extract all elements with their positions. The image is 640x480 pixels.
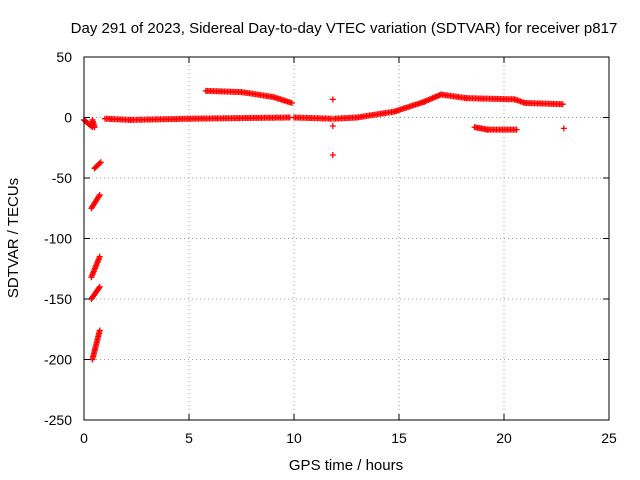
- y-tick-labels: 50 0 -50 -100 -150 -200 -250: [44, 49, 72, 428]
- y-tick-label: 50: [56, 49, 72, 65]
- data-point: [559, 101, 566, 108]
- data-point: [96, 253, 103, 260]
- y-tick-label: 0: [64, 110, 72, 126]
- grid-lines: [84, 57, 609, 420]
- data-point: [95, 285, 102, 292]
- y-tick-label: -100: [44, 231, 72, 247]
- data-point: [96, 160, 103, 167]
- y-tick-label: -50: [52, 170, 72, 186]
- x-tick-labels: 0 5 10 15 20 25: [80, 430, 617, 446]
- axis-ticks: [83, 56, 610, 421]
- x-tick-label: 20: [496, 430, 512, 446]
- y-tick-label: -200: [44, 352, 72, 368]
- data-point: [329, 152, 336, 159]
- data-point: [96, 283, 103, 290]
- data-point: [95, 193, 102, 200]
- x-tick-label: 10: [286, 430, 302, 446]
- x-axis-title: GPS time / hours: [289, 457, 403, 474]
- data-marks: [81, 87, 567, 363]
- x-tick-label: 15: [391, 430, 407, 446]
- y-tick-label: -250: [44, 412, 72, 428]
- x-tick-label: 0: [80, 430, 88, 446]
- data-point: [96, 191, 103, 198]
- data-point: [329, 96, 336, 103]
- data-point: [329, 122, 336, 129]
- x-tick-label: 5: [185, 430, 193, 446]
- data-point: [97, 159, 104, 166]
- data-point: [560, 125, 567, 132]
- y-axis-title: SDTVAR / TECUs: [5, 178, 22, 298]
- data-point: [288, 99, 295, 106]
- data-point: [96, 327, 103, 334]
- plot-frame: [83, 56, 610, 421]
- data-point: [91, 124, 98, 131]
- chart-title: Day 291 of 2023, Sidereal Day-to-day VTE…: [71, 20, 618, 37]
- data-point: [513, 126, 520, 133]
- x-tick-label: 25: [601, 430, 617, 446]
- y-tick-label: -150: [44, 291, 72, 307]
